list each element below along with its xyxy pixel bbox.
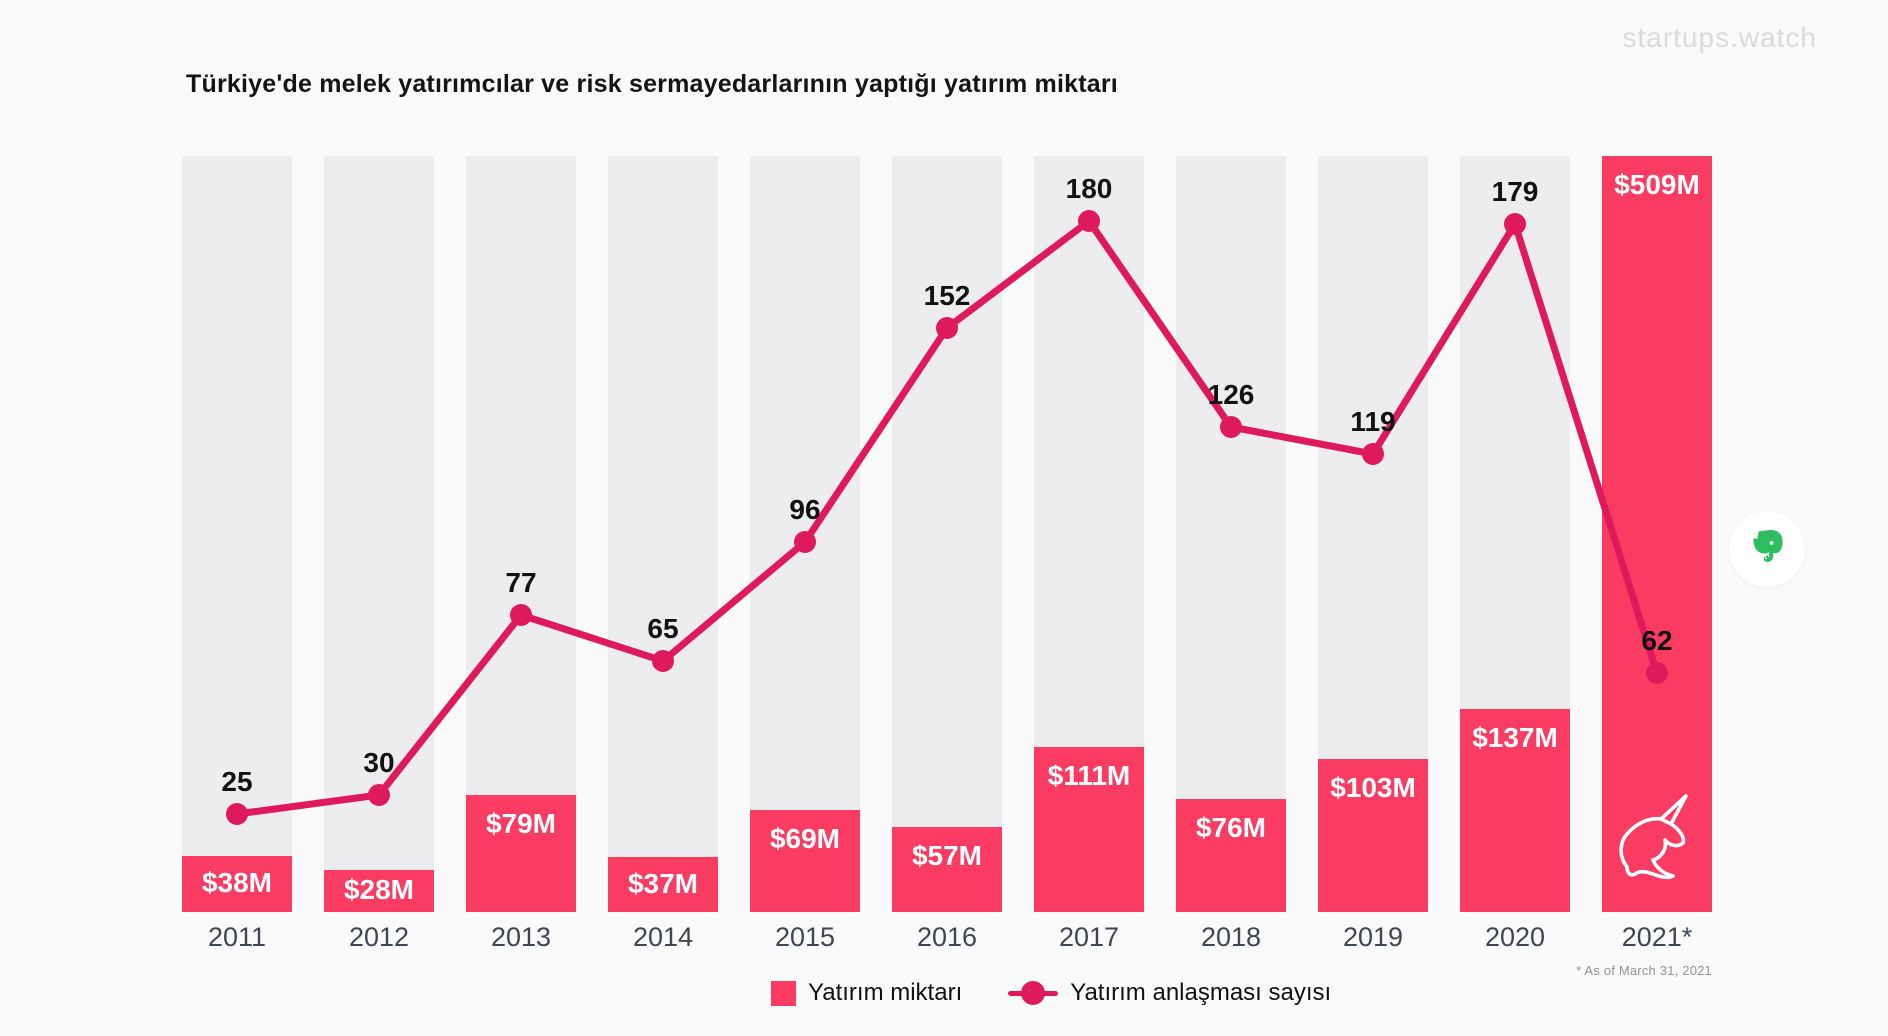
column-bg-2011 — [182, 156, 292, 912]
deal-count-label-2018: 126 — [1207, 379, 1255, 410]
column-bg-2016 — [892, 156, 1002, 912]
evernote-icon — [1749, 530, 1783, 563]
investment-bar-2017: $111M — [1034, 747, 1144, 912]
x-axis-label-2019: 2019 — [1342, 922, 1404, 952]
x-axis-label-2017: 2017 — [1058, 922, 1120, 952]
line-legend-label: Yatırım anlaşması sayısı — [1070, 979, 1332, 1006]
investment-bar-value: $111M — [1047, 760, 1131, 791]
investment-bar-2014: $37M — [608, 857, 718, 912]
investment-bar-value: $79M — [485, 808, 557, 839]
investment-bar-value: $37M — [627, 867, 699, 899]
x-axis-label-2020: 2020 — [1484, 922, 1546, 952]
investment-bar-2019: $103M — [1318, 759, 1428, 912]
deal-count-label-2014: 65 — [647, 613, 679, 644]
column-bg-2014 — [608, 156, 718, 912]
investment-bar-2013: $79M — [466, 795, 576, 912]
investment-bar-2015: $69M — [750, 810, 860, 912]
watermark-logo: startups.watch — [1622, 22, 1817, 53]
legend: Yatırım miktarı Yatırım anlaşması sayısı — [771, 979, 1331, 1007]
column-bg-2012 — [324, 156, 434, 912]
investment-bar-2018: $76M — [1176, 799, 1286, 912]
investment-bar-value: $76M — [1195, 812, 1267, 843]
evernote-badge — [1729, 511, 1805, 587]
deal-count-label-2013: 77 — [505, 567, 537, 598]
x-axis-label-2016: 2016 — [916, 922, 978, 952]
investment-bar-value: $57M — [911, 840, 983, 871]
investment-bar-value: $28M — [343, 874, 415, 905]
x-axis-label-2015: 2015 — [774, 922, 836, 952]
footnote: * As of March 31, 2021 — [1576, 963, 1712, 978]
deal-count-label-2019: 119 — [1350, 406, 1396, 437]
x-axis-label-2021*: 2021* — [1621, 922, 1693, 952]
x-axis-label-2011: 2011 — [207, 922, 267, 952]
deal-count-label-2016: 152 — [923, 280, 971, 311]
investment-bar-value: $509M — [1614, 169, 1700, 200]
investment-bar-value: $38M — [201, 867, 273, 898]
bar-legend-swatch — [771, 980, 796, 1006]
investment-bar-2020: $137M — [1460, 709, 1570, 912]
investment-bar-2011: $38M — [182, 856, 292, 912]
investment-bar-value: $69M — [769, 823, 841, 854]
investment-bar-2016: $57M — [892, 827, 1002, 912]
bar-legend-label: Yatırım miktarı — [808, 979, 963, 1006]
column-bg-2015 — [750, 156, 860, 912]
investment-bar-2012: $28M — [324, 870, 434, 912]
x-axis-label-2012: 2012 — [348, 922, 410, 952]
x-axis-label-2018: 2018 — [1200, 922, 1262, 952]
x-axis-label-2013: 2013 — [490, 922, 552, 952]
investment-bar-value: $103M — [1330, 772, 1416, 803]
deal-count-label-2021*: 62 — [1641, 625, 1673, 656]
unicorn-icon — [1619, 794, 1688, 880]
deal-count-label-2017: 180 — [1065, 173, 1113, 204]
investment-bar-value: $137M — [1472, 722, 1558, 753]
deal-count-label-2011: 25 — [221, 766, 253, 797]
chart-title: Türkiye'de melek yatırımcılar ve risk se… — [186, 70, 1118, 98]
x-axis-label-2014: 2014 — [632, 922, 694, 952]
deal-count-label-2012: 30 — [363, 747, 395, 778]
deal-count-label-2020: 179 — [1491, 176, 1539, 207]
deal-count-label-2015: 96 — [789, 494, 821, 525]
line-legend-marker — [1008, 980, 1059, 1006]
